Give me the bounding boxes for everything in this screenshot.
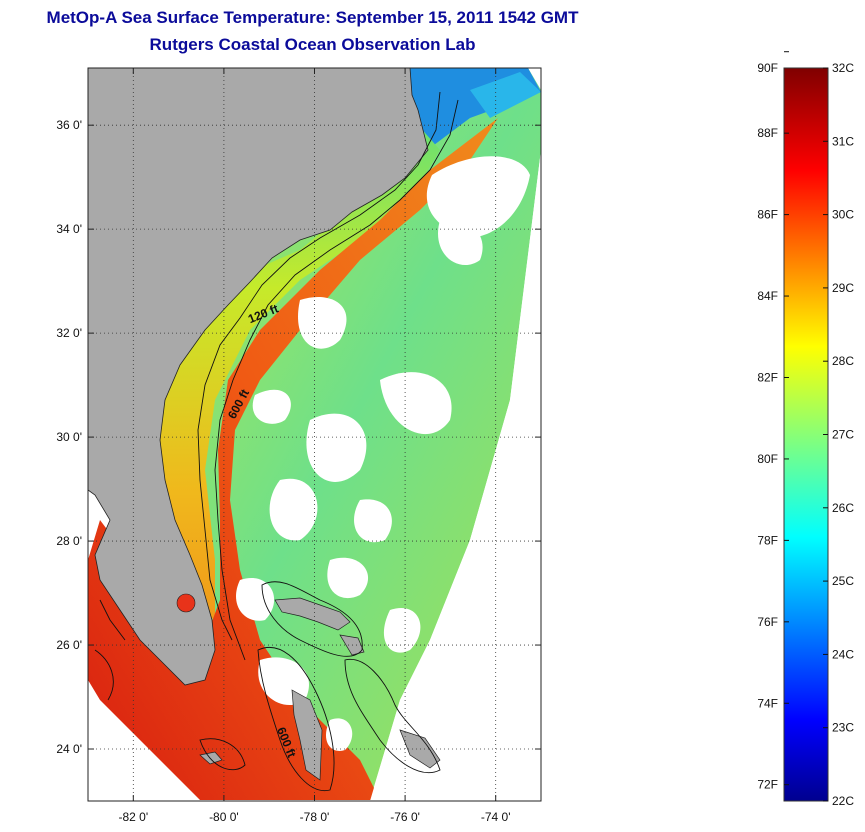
lon-tick-label: -80 0' [209,810,239,824]
cloud-cover [236,156,530,751]
colorbar-fahrenheit-labels: 90F 88F 86F 84F 82F 80F 78F 76F 74F 72F [757,51,789,792]
colorbar-label-f: 88F [757,126,778,140]
lat-tick-label: 24 0' [56,742,82,756]
colorbar-label-c: 29C [832,281,854,295]
lon-tick-label: -82 0' [118,810,148,824]
lat-tick-label: 36 0' [56,118,82,132]
colorbar-label-f: 90F [757,61,778,75]
colorbar-label-f: 80F [757,452,778,466]
lat-tick-label: 28 0' [56,534,82,548]
colorbar-label-f: 86F [757,208,778,222]
colorbar-label-f: 82F [757,370,778,384]
outside-swath [370,150,541,801]
colorbar-label-f: 76F [757,615,778,629]
lat-tick-label: 32 0' [56,326,82,340]
map-subtitle: Rutgers Coastal Ocean Observation Lab [149,35,476,54]
lon-tick-label: -76 0' [390,810,420,824]
lat-tick-label: 30 0' [56,430,82,444]
colorbar-label-c: 25C [832,574,854,588]
map-title: MetOp-A Sea Surface Temperature: Septemb… [46,8,579,27]
colorbar-label-c: 30C [832,208,854,222]
colorbar-label-f: 72F [757,778,778,792]
lat-tick-label: 26 0' [56,638,82,652]
colorbar-label-c: 26C [832,501,854,515]
colorbar-label-c: 28C [832,354,854,368]
colorbar-label-f: 78F [757,533,778,547]
colorbar-gradient [783,67,829,802]
colorbar-label-f: 84F [757,289,778,303]
lon-tick-label: -78 0' [300,810,330,824]
colorbar-celsius-labels: 32C 31C 30C 29C 28C 27C 26C 25C 24C 23C 22C [823,61,854,808]
colorbar-label-c: 27C [832,428,854,442]
lon-tick-label: -74 0' [481,810,511,824]
lat-tick-label: 34 0' [56,222,82,236]
colorbar-label-c: 23C [832,721,854,735]
colorbar-label-c: 24C [832,647,854,661]
colorbar-label-c: 31C [832,134,854,148]
axis-ticks: 36 0' 34 0' 32 0' 30 0' 28 0' 26 0' 24 0' -82 0… [56,68,541,824]
land-us-southeast [88,68,429,686]
colorbar-label-f: 74F [757,696,778,710]
colorbar-label-c: 32C [832,61,854,75]
colorbar-label-c: 22C [832,794,854,808]
bathymetry-contours [94,91,459,792]
